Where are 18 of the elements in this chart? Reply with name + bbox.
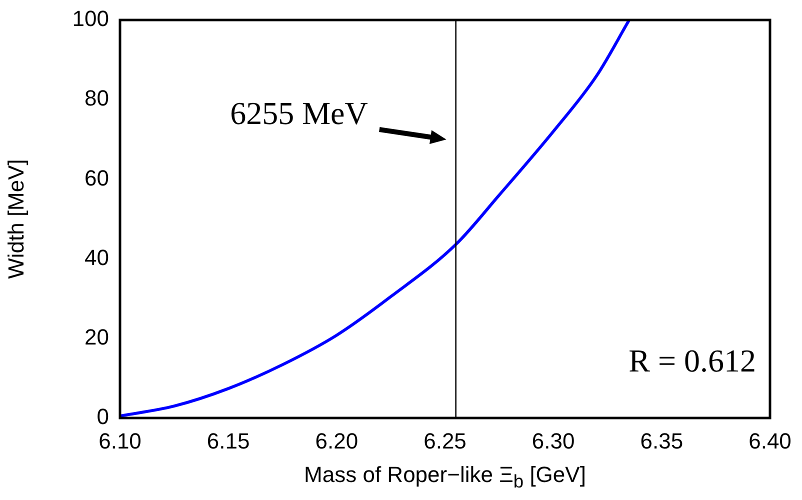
x-tick-label: 6.30 xyxy=(532,428,575,454)
y-tick-label: 100 xyxy=(72,6,109,32)
x-tick-label: 6.35 xyxy=(640,428,684,454)
y-tick-label: 0 xyxy=(96,404,109,430)
x-tick-label: 6.40 xyxy=(748,428,792,454)
x-axis-title: Mass of Roper−like Ξ$_{b}$ [GeV] xyxy=(303,462,587,492)
x-tick-label: 6.20 xyxy=(315,428,358,454)
y-axis-title: Width [MeV] xyxy=(3,159,28,279)
x-tick-label: 6.10 xyxy=(98,428,142,454)
x-tick-label: 6.15 xyxy=(206,428,250,454)
x-tick-label: 6.25 xyxy=(424,428,466,454)
annotation: 6255 MeV xyxy=(230,94,368,131)
y-tick-label: 80 xyxy=(84,86,109,111)
annotation: R = 0.612 xyxy=(628,342,756,378)
y-tick-label: 20 xyxy=(84,324,109,350)
y-tick-label: 60 xyxy=(84,165,109,190)
y-tick-label: 40 xyxy=(84,244,109,270)
line-series xyxy=(120,20,631,418)
